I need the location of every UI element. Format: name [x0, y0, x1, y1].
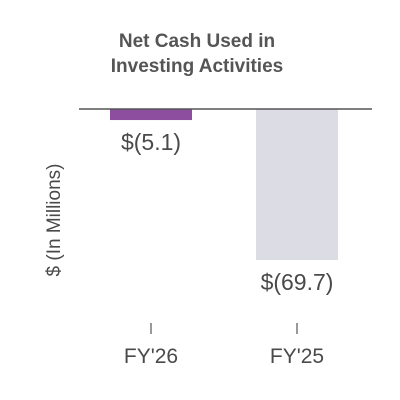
value-labels-group: $(5.1) $(69.7) — [121, 129, 333, 295]
bar-fy25 — [256, 109, 338, 260]
y-axis-label: $ (In Millions) — [44, 164, 65, 277]
value-label-fy26: $(5.1) — [121, 129, 181, 155]
x-tick-label-fy26: FY'26 — [124, 345, 178, 368]
x-tick-label-fy25: FY'25 — [270, 345, 324, 368]
value-label-fy25: $(69.7) — [261, 269, 334, 295]
chart-title-line-2: Investing Activities — [111, 56, 283, 77]
bar-fy26 — [110, 109, 192, 121]
x-axis-ticks-group: FY'26 FY'25 — [124, 323, 324, 368]
chart-title-line-1: Net Cash Used in — [119, 31, 275, 52]
bars-group — [110, 109, 338, 260]
